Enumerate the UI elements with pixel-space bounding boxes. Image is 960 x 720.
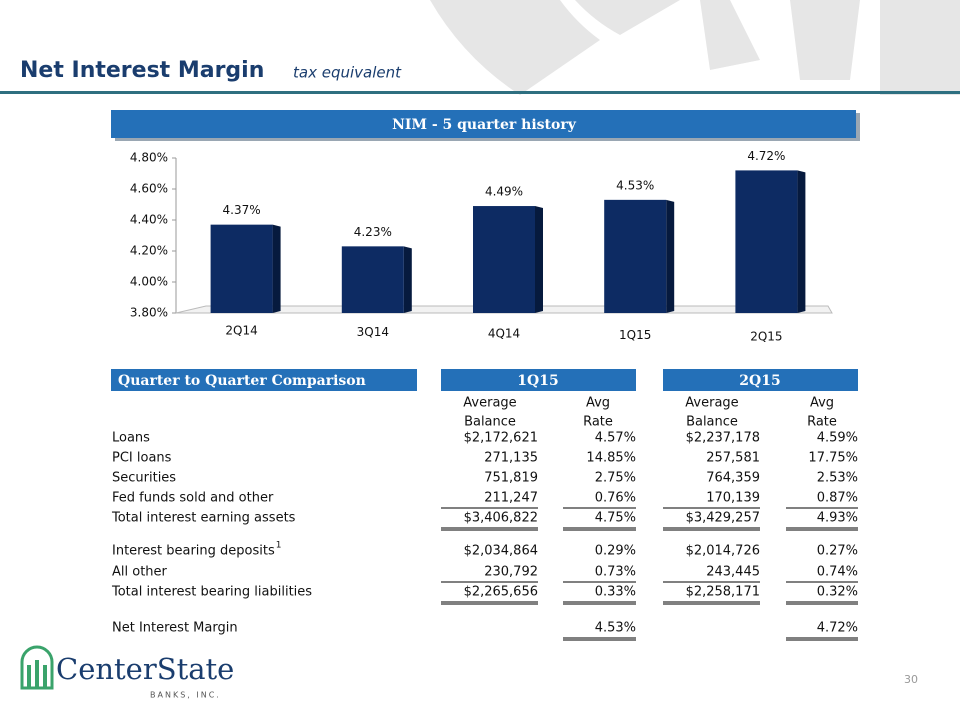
table-cell: $3,429,257 <box>686 511 760 526</box>
x-tick-label: 3Q14 <box>357 325 389 339</box>
bar <box>473 206 535 313</box>
table-cell: 0.74% <box>817 565 858 580</box>
value-label: 4.53% <box>616 178 654 192</box>
row-label: Total interest bearing liabilities <box>111 585 312 600</box>
period-band <box>663 369 858 391</box>
row-label: Loans <box>112 431 150 446</box>
chart-banner <box>111 110 856 138</box>
logo-subtext: BANKS, INC. <box>150 691 221 700</box>
bar-side <box>535 206 543 313</box>
table-cell: $3,406,822 <box>464 511 538 526</box>
y-tick-label: 4.80% <box>130 151 168 165</box>
table-cell: 0.32% <box>817 585 858 600</box>
table-cell: 4.53% <box>595 621 636 636</box>
column-header: Average <box>685 396 738 411</box>
table-cell: 0.87% <box>817 491 858 506</box>
column-header: Avg <box>586 396 610 411</box>
table-cell: $2,172,621 <box>464 431 538 446</box>
y-tick-label: 4.00% <box>130 275 168 289</box>
table-cell: 0.73% <box>595 565 636 580</box>
table-cell: $2,265,656 <box>464 585 538 600</box>
logo-icon <box>20 645 54 690</box>
table-cell: 230,792 <box>484 565 538 580</box>
table-cell: 0.33% <box>595 585 636 600</box>
logo-text: CenterState <box>56 652 234 686</box>
y-tick-label: 3.80% <box>130 306 168 320</box>
table-cell: 4.57% <box>595 431 636 446</box>
value-label: 4.49% <box>485 185 523 199</box>
column-header: Balance <box>686 415 738 430</box>
x-tick-label: 2Q15 <box>750 330 782 344</box>
header-rule <box>0 91 960 94</box>
page-title: Net Interest Margin <box>20 58 264 83</box>
column-header: Balance <box>464 415 516 430</box>
row-label: PCI loans <box>112 451 172 466</box>
bar <box>341 246 404 313</box>
column-header: Rate <box>807 415 837 430</box>
row-label: Total interest earning assets <box>111 511 296 526</box>
table-cell: 257,581 <box>706 451 760 466</box>
y-tick-label: 4.20% <box>130 244 168 258</box>
row-label: All other <box>112 565 168 580</box>
period-band <box>441 369 636 391</box>
table-cell: 0.27% <box>817 544 858 559</box>
y-tick-label: 4.60% <box>130 182 168 196</box>
table-cell: $2,258,171 <box>686 585 760 600</box>
bar-side <box>272 224 281 313</box>
table-cell: 2.53% <box>817 471 858 486</box>
value-label: 4.37% <box>223 203 261 217</box>
x-tick-label: 4Q14 <box>488 327 520 341</box>
table-cell: 170,139 <box>706 491 760 506</box>
table-cell: 0.76% <box>595 491 636 506</box>
row-label: Net Interest Margin <box>112 621 238 636</box>
decoration <box>430 0 960 95</box>
table-cell: 17.75% <box>808 451 858 466</box>
value-label: 4.72% <box>747 149 785 163</box>
bar-side <box>666 199 675 313</box>
x-tick-label: 1Q15 <box>619 328 651 342</box>
chart-title: NIM - 5 quarter history <box>392 117 577 133</box>
table-cell: 4.72% <box>817 621 858 636</box>
page-subtitle: tax equivalent <box>293 64 402 82</box>
table-cell: 4.75% <box>595 511 636 526</box>
table-cell: 764,359 <box>706 471 760 486</box>
table-cell: 4.93% <box>817 511 858 526</box>
table-cell: $2,014,726 <box>686 544 760 559</box>
table-cell: 14.85% <box>586 451 636 466</box>
bar <box>210 224 273 313</box>
row-label: Interest bearing deposits <box>112 544 275 559</box>
period-label: 1Q15 <box>517 373 558 389</box>
period-label: 2Q15 <box>739 373 780 389</box>
bar <box>604 199 667 313</box>
x-tick-label: 2Q14 <box>225 324 257 338</box>
table-cell: 271,135 <box>484 451 538 466</box>
table-cell: $2,034,864 <box>464 544 538 559</box>
table-cell: 751,819 <box>484 471 538 486</box>
footnote-mark: 1 <box>276 541 282 551</box>
table-title: Quarter to Quarter Comparison <box>118 373 366 389</box>
bar <box>735 170 798 313</box>
row-label: Fed funds sold and other <box>112 491 274 506</box>
bar-side <box>403 246 412 313</box>
y-tick-label: 4.40% <box>130 213 168 227</box>
table-cell: 211,247 <box>484 491 538 506</box>
bar-side <box>797 170 806 313</box>
column-header: Rate <box>583 415 613 430</box>
table-cell: $2,237,178 <box>686 431 760 446</box>
column-header: Average <box>463 396 516 411</box>
table-cell: 4.59% <box>817 431 858 446</box>
table-cell: 2.75% <box>595 471 636 486</box>
page-number: 30 <box>904 673 918 686</box>
table-title-band <box>111 369 417 391</box>
table-cell: 243,445 <box>706 565 760 580</box>
value-label: 4.23% <box>354 225 392 239</box>
table-cell: 0.29% <box>595 544 636 559</box>
column-header: Avg <box>810 396 834 411</box>
row-label: Securities <box>112 471 176 486</box>
